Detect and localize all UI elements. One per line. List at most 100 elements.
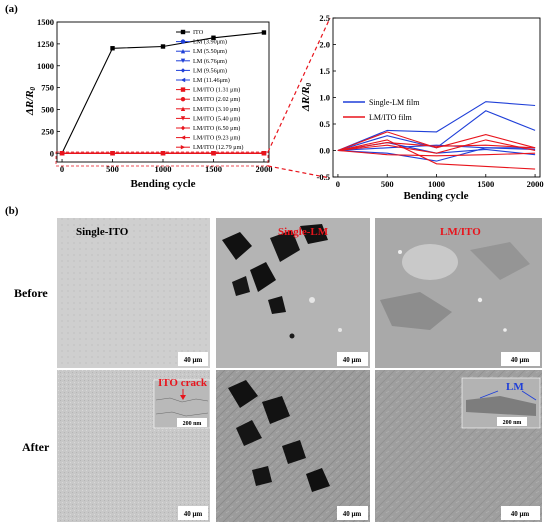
legend-marker: [180, 145, 186, 150]
y-tick-label: 1.0: [319, 93, 330, 103]
x-tick-label: 1500: [205, 164, 222, 174]
legend-entry: Single-LM film: [369, 98, 420, 107]
lm-label: LM: [506, 381, 524, 393]
legend-entry: LM (6.76μm): [193, 58, 227, 65]
legend-marker: [180, 116, 186, 121]
legend-marker: [180, 97, 186, 102]
x-tick-label: 2000: [527, 179, 544, 189]
panel-b-label: (b): [5, 205, 19, 217]
lm-arrow-left: [479, 390, 499, 399]
zoom-chart-legend: Single-LM film LM/ITO film: [343, 98, 420, 122]
ito-crack-label: ITO crack: [158, 377, 208, 389]
zoom-connector-bottom: [267, 165, 331, 179]
x-tick-label: 0: [336, 179, 340, 189]
col-title-lm-ito: LM/ITO: [440, 226, 481, 238]
y-tick-label: 0: [50, 148, 54, 158]
zoom-chart-xlabel: Bending cycle: [403, 190, 468, 202]
inset-scale-ito: 200 nm: [177, 418, 207, 427]
scale-bar-lm-before: 40 μm: [337, 352, 368, 366]
legend-entry: LM (3.90μm): [193, 39, 227, 46]
legend-entry: ITO: [193, 29, 204, 36]
legend-marker: [180, 39, 186, 44]
svg-text:200 nm: 200 nm: [503, 420, 522, 426]
legend-entry: LM (9.56μm): [193, 67, 227, 74]
y-tick-label: 1000: [37, 61, 54, 71]
col-title-single-ito: Single-ITO: [76, 226, 129, 238]
scale-bar-lmito-after: 40 μm: [501, 506, 540, 520]
zoom-chart-ylabel: ΔR/R0: [300, 82, 313, 112]
y-tick-label: 2.0: [319, 40, 330, 50]
legend-entry: LM/ITO (12.79 μm): [193, 144, 243, 151]
y-tick-label: 750: [41, 83, 54, 93]
scale-bar-ito-before: 40 μm: [178, 352, 208, 366]
legend-entry: LM/ITO film: [369, 113, 413, 122]
svg-text:40 μm: 40 μm: [511, 510, 530, 518]
x-tick-label: 2000: [255, 164, 272, 174]
data-point: [160, 44, 166, 49]
data-point: [211, 35, 216, 40]
series-line: [337, 101, 536, 152]
row-label-before: Before: [14, 286, 48, 300]
legend-marker: [180, 77, 186, 83]
x-tick-label: 500: [106, 164, 119, 174]
x-tick-label: 1000: [155, 164, 172, 174]
y-tick-label: 2.5: [319, 13, 330, 23]
legend-marker: [180, 58, 186, 63]
inset-scale-lmito: 200 nm: [497, 417, 527, 426]
legend-entry: LM (11.46μm): [193, 77, 230, 84]
x-tick-label: 0: [60, 164, 64, 174]
series-line: [337, 149, 536, 157]
legend-marker: [180, 87, 186, 92]
row-label-after: After: [22, 440, 50, 454]
col-title-single-lm: Single-LM: [278, 226, 329, 238]
legend-marker: [180, 135, 186, 140]
micrograph-grid: Before After Single-ITO Single-LM LM/ITO…: [14, 218, 542, 522]
zoom-connector-top: [267, 17, 331, 153]
legend-entry: LM/ITO (6.50 μm): [193, 125, 240, 132]
legend-marker: [180, 49, 186, 54]
x-tick-label: 1500: [477, 179, 494, 189]
data-point: [261, 30, 267, 35]
y-tick-label: 0.0: [319, 146, 330, 156]
y-tick-label: 0.5: [319, 119, 330, 129]
svg-text:40 μm: 40 μm: [511, 356, 530, 364]
svg-text:40 μm: 40 μm: [184, 510, 203, 518]
legend-entry: LM/ITO (2.02 μm): [193, 96, 240, 103]
scale-bar-lmito-before: 40 μm: [501, 352, 540, 366]
image-lmito-before: [375, 218, 542, 368]
y-tick-label: 1.5: [319, 66, 330, 76]
svg-text:40 μm: 40 μm: [343, 356, 362, 364]
scale-bar-lm-after: 40 μm: [337, 506, 368, 520]
main-chart-legend: ITO LM (3.90μm) LM (5.50μm) LM (6.76μm) LM (…: [176, 29, 243, 151]
y-tick-label: 1500: [37, 17, 54, 27]
y-tick-label: 250: [41, 126, 54, 136]
panel-a-label: (a): [5, 3, 18, 15]
svg-text:40 μm: 40 μm: [184, 356, 203, 364]
legend-entry: LM/ITO (1.31 μm): [193, 87, 240, 94]
scale-bar-ito-after: 40 μm: [178, 506, 208, 520]
legend-entry: LM/ITO (5.40 μm): [193, 115, 240, 122]
legend-marker: [180, 106, 186, 111]
zoom-region-box: [55, 151, 269, 167]
series-line: [337, 131, 536, 152]
lm-arrow-right: [521, 390, 537, 401]
data-point: [110, 46, 115, 51]
legend-entry: LM/ITO (9.23 μm): [193, 135, 240, 142]
legend-marker: [180, 68, 186, 73]
svg-text:40 μm: 40 μm: [343, 510, 362, 518]
legend-entry: LM (5.50μm): [193, 48, 227, 55]
x-tick-label: 1000: [428, 179, 445, 189]
legend-marker: [180, 125, 186, 131]
series-line: [337, 139, 536, 154]
legend-marker: [180, 29, 186, 35]
legend-entry: LM/ITO (3.10 μm): [193, 106, 240, 113]
data-point: [59, 151, 65, 156]
series-line: [337, 139, 536, 170]
series-line: [337, 142, 536, 152]
main-chart-xlabel: Bending cycle: [130, 178, 195, 190]
svg-text:200 nm: 200 nm: [183, 421, 202, 427]
y-tick-label: 500: [41, 105, 54, 115]
x-tick-label: 500: [381, 179, 394, 189]
